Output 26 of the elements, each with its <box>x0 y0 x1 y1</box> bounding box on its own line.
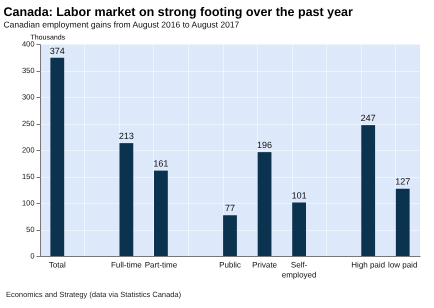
bar <box>50 58 64 256</box>
x-tick-label: Self- employed <box>282 260 316 280</box>
bar <box>361 125 376 256</box>
data-label: 196 <box>257 140 272 150</box>
bar <box>292 202 306 256</box>
x-tick-label: Total <box>48 260 66 270</box>
x-tick-label: Part-time <box>144 260 178 270</box>
x-tick-label: Private <box>252 260 278 270</box>
bar <box>258 152 272 256</box>
bar <box>154 170 168 256</box>
bar <box>119 143 134 256</box>
data-label: 161 <box>153 158 168 169</box>
data-label: 213 <box>118 131 134 142</box>
bar <box>223 215 237 256</box>
x-tick-label: low paid <box>388 260 418 270</box>
x-tick-label: Full-time <box>111 260 142 270</box>
data-label: 77 <box>224 203 236 214</box>
bar <box>396 188 410 256</box>
chart-subtitle: Canadian employment gains from August 2016 to August 2017 <box>3 20 240 30</box>
data-label: 101 <box>292 190 307 200</box>
data-label: 247 <box>360 113 376 124</box>
data-label: 127 <box>395 176 410 187</box>
data-label: 374 <box>50 46 65 56</box>
chart-title: Canada: Labor market on strong footing over the past year <box>3 5 353 19</box>
x-tick-label: Public <box>219 260 241 270</box>
x-tick-label: High paid <box>351 260 386 270</box>
